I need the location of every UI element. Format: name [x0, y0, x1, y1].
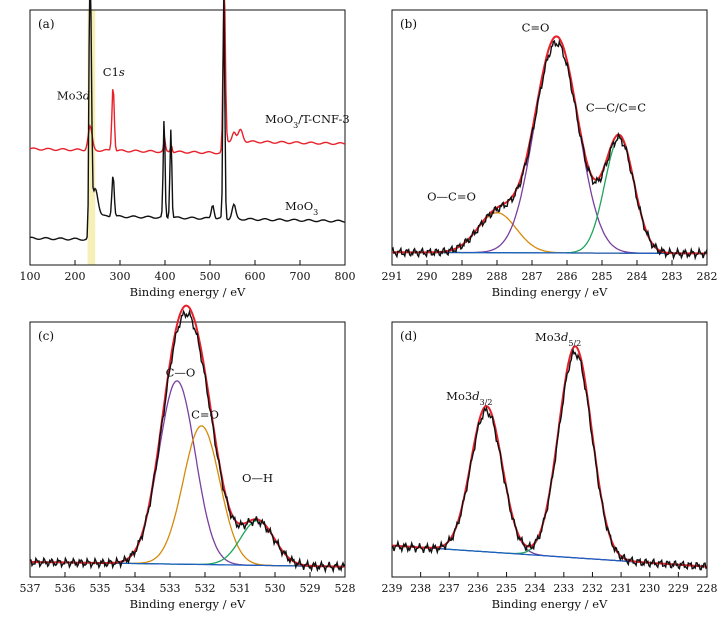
subscript: 5/2 [568, 339, 581, 348]
x-tick-label: 100 [20, 270, 41, 283]
raw-spectrum [391, 347, 708, 571]
x-tick-label: 534 [125, 582, 146, 595]
component-peak [30, 520, 345, 568]
label-rest: /T-CNF-3 [298, 112, 349, 126]
subscript: 3 [313, 208, 318, 217]
annotation-label: C=O [191, 408, 219, 422]
annotation-italic: d [561, 330, 568, 344]
annotation-label: O—H [242, 471, 273, 485]
x-tick-label: 228 [697, 582, 718, 595]
series-label-moo3: MoO3 [285, 199, 318, 217]
component-peak [391, 405, 707, 568]
panel-label: (d) [400, 329, 417, 343]
annotation-label: O—C=O [427, 190, 476, 204]
fit-envelope [29, 304, 345, 568]
component-peak [392, 212, 707, 255]
x-tick-label: 400 [155, 270, 176, 283]
x-axis-label: Binding energy / eV [492, 285, 608, 299]
plot-frame [29, 321, 346, 578]
subscript: 3/2 [480, 397, 493, 406]
annotation-label: C—C/C=C [586, 100, 646, 114]
panel-b: 291 290 289 288 287 286 285 284 283 282 Binding en… [382, 9, 718, 299]
plot-frame [391, 9, 708, 266]
annotation-italic: s [119, 65, 125, 79]
x-tick-label: 530 [265, 582, 286, 595]
x-tick-label: 535 [90, 582, 111, 595]
x-tick-label: 232 [582, 582, 603, 595]
x-tick-label: 238 [410, 582, 431, 595]
plot-frame [391, 321, 708, 578]
annotation-label: C=O [522, 20, 550, 34]
panel-d: 239 238 237 236 235 234 233 232 231 230 229 228 Bind… [382, 321, 718, 611]
x-tick-label: 286 [557, 270, 578, 283]
highlight-band [87, 10, 96, 265]
panel-label: (c) [38, 329, 54, 343]
x-tick-label: 233 [553, 582, 574, 595]
x-tick-label: 236 [467, 582, 488, 595]
x-tick-label: 234 [525, 582, 546, 595]
x-axis-label: Binding energy / eV [130, 285, 246, 299]
annotation-italic: d [472, 389, 479, 403]
x-tick-label: 300 [110, 270, 131, 283]
x-tick-label: 537 [20, 582, 41, 595]
x-tick-label: 528 [335, 582, 356, 595]
panel-label: (b) [400, 17, 417, 31]
x-tick-label: 529 [300, 582, 321, 595]
x-axis-label: Binding energy / eV [130, 597, 246, 611]
plot-frame [29, 9, 346, 266]
x-tick-label: 600 [245, 270, 266, 283]
x-tick-label: 800 [335, 270, 356, 283]
annotation-mo3d: Mo3d [57, 89, 90, 103]
x-tick-label: 532 [195, 582, 216, 595]
fit-envelope [392, 35, 707, 255]
annotation-label: C—O [166, 365, 196, 379]
x-tick-label: 282 [697, 270, 718, 283]
x-tick-label: 283 [662, 270, 683, 283]
x-tick-label: 500 [200, 270, 221, 283]
component-peak [392, 36, 707, 255]
panel-a: 100 200 300 400 500 600 700 800 Binding energy /… [20, 0, 356, 299]
x-tick-label: 200 [65, 270, 86, 283]
raw-spectrum [29, 308, 346, 574]
annotation-italic: d [83, 89, 90, 103]
x-tick-label: 237 [439, 582, 460, 595]
x-tick-label: 531 [230, 582, 251, 595]
panel-c: 537 536 535 534 533 532 531 530 529 528 Binding en… [20, 304, 356, 611]
series-line-moo3 [29, 0, 346, 241]
component-peak [30, 425, 345, 568]
component-peak [391, 345, 707, 568]
annotation-label: Mo3d3/2 [446, 389, 492, 407]
x-tick-label: 229 [668, 582, 689, 595]
x-tick-label: 536 [55, 582, 76, 595]
x-tick-label: 289 [452, 270, 473, 283]
series-label-moo3-t-cnf-3: MoO3/T-CNF-3 [265, 112, 350, 130]
series-line-moo3-t-cnf-3 [29, 0, 346, 155]
x-tick-label: 291 [382, 270, 403, 283]
x-axis-label: Binding energy / eV [492, 597, 608, 611]
x-tick-label: 230 [639, 582, 660, 595]
annotation-c1s: C1s [103, 65, 125, 79]
x-tick-label: 533 [160, 582, 181, 595]
panel-label: (a) [38, 17, 55, 31]
raw-spectrum [391, 39, 708, 261]
component-peak [29, 380, 345, 568]
x-tick-label: 239 [382, 582, 403, 595]
x-tick-label: 235 [496, 582, 517, 595]
x-tick-label: 285 [592, 270, 613, 283]
x-tick-label: 287 [522, 270, 543, 283]
x-tick-label: 288 [487, 270, 508, 283]
subscript: 3 [293, 121, 298, 130]
x-tick-label: 700 [290, 270, 311, 283]
x-tick-label: 284 [627, 270, 648, 283]
fit-envelope [391, 345, 707, 568]
x-tick-label: 290 [417, 270, 438, 283]
x-tick-label: 231 [611, 582, 632, 595]
annotation-label: Mo3d5/2 [535, 330, 581, 348]
